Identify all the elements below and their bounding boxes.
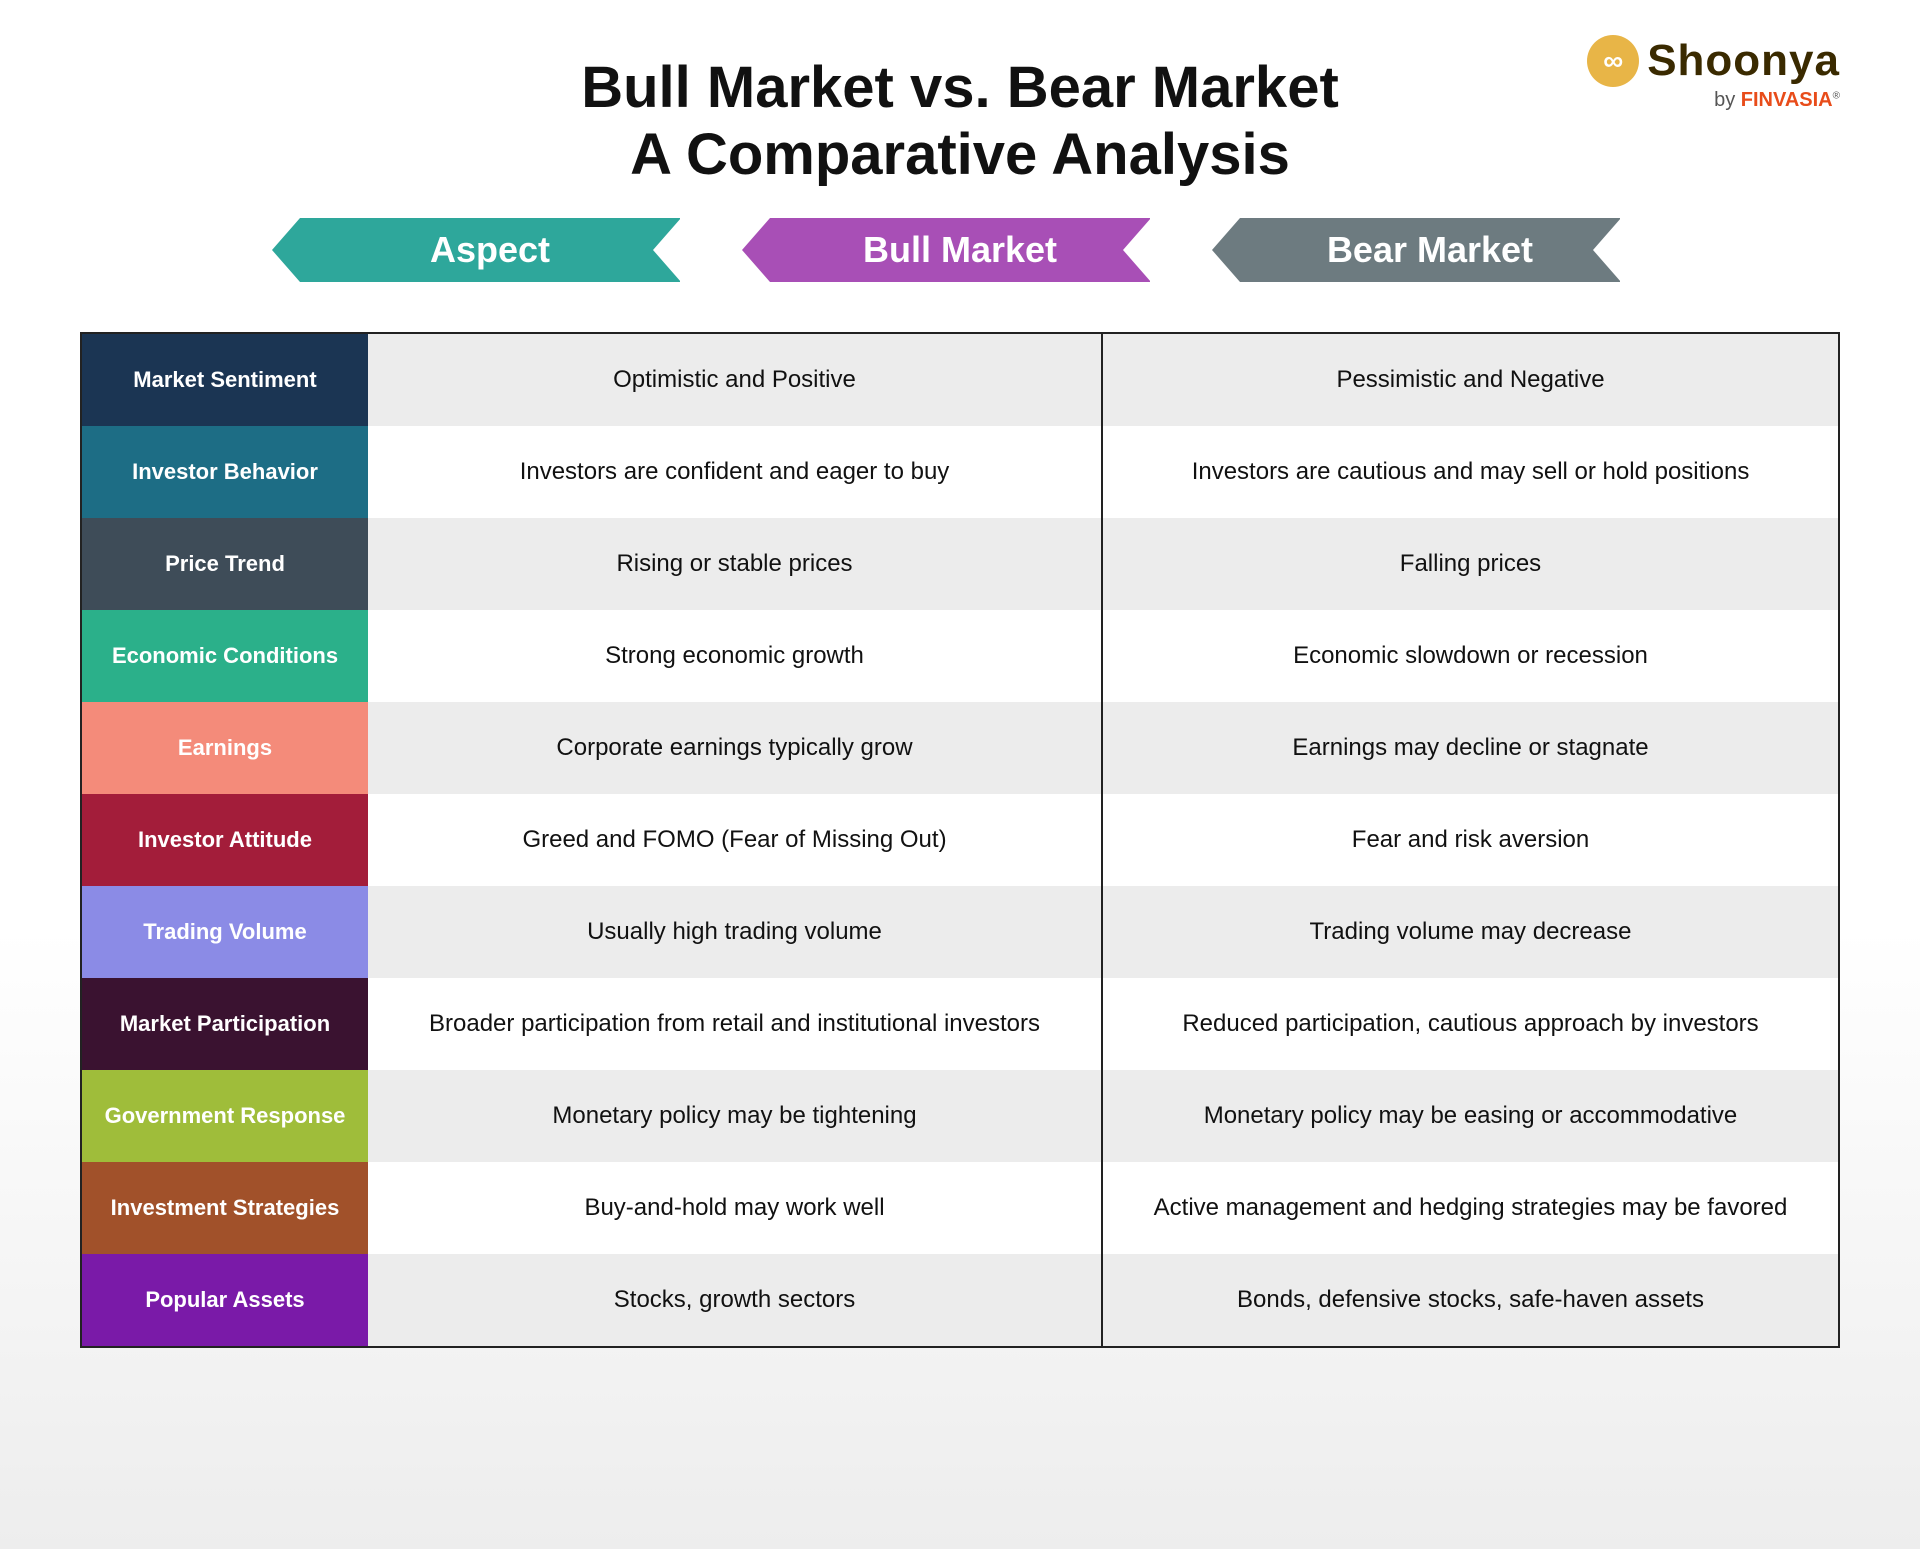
table-row: Economic ConditionsStrong economic growt… xyxy=(82,610,1838,702)
brand-logo: ∞ Shoonya by FINVASIA® xyxy=(1587,35,1840,112)
bear-cell: Trading volume may decrease xyxy=(1103,886,1838,978)
table-row: Government ResponseMonetary policy may b… xyxy=(82,1070,1838,1162)
bear-cell: Reduced participation, cautious approach… xyxy=(1103,978,1838,1070)
comparison-table: Market SentimentOptimistic and PositiveP… xyxy=(80,332,1840,1348)
table-row: Trading VolumeUsually high trading volum… xyxy=(82,886,1838,978)
table-row: Price TrendRising or stable pricesFallin… xyxy=(82,518,1838,610)
brand-name: Shoonya xyxy=(1647,36,1840,86)
bull-cell: Usually high trading volume xyxy=(368,886,1103,978)
aspect-label: Price Trend xyxy=(82,518,368,610)
bull-cell: Stocks, growth sectors xyxy=(368,1254,1103,1346)
bull-cell: Greed and FOMO (Fear of Missing Out) xyxy=(368,794,1103,886)
bear-cell: Investors are cautious and may sell or h… xyxy=(1103,426,1838,518)
bull-cell: Strong economic growth xyxy=(368,610,1103,702)
bull-cell: Rising or stable prices xyxy=(368,518,1103,610)
header-bear: Bear Market xyxy=(1240,218,1620,282)
table-row: Market SentimentOptimistic and PositiveP… xyxy=(82,334,1838,426)
aspect-label: Government Response xyxy=(82,1070,368,1162)
table-row: Investment StrategiesBuy-and-hold may wo… xyxy=(82,1162,1838,1254)
table-row: Popular AssetsStocks, growth sectorsBond… xyxy=(82,1254,1838,1346)
bull-cell: Corporate earnings typically grow xyxy=(368,702,1103,794)
bear-cell: Economic slowdown or recession xyxy=(1103,610,1838,702)
title-line-1: Bull Market vs. Bear Market xyxy=(581,55,1339,120)
table-row: Market ParticipationBroader participatio… xyxy=(82,978,1838,1070)
aspect-label: Market Sentiment xyxy=(82,334,368,426)
bull-cell: Broader participation from retail and in… xyxy=(368,978,1103,1070)
aspect-label: Investor Attitude xyxy=(82,794,368,886)
page-title: Bull Market vs. Bear Market A Comparativ… xyxy=(80,55,1840,188)
header-bear-label: Bear Market xyxy=(1327,229,1533,271)
header-bull: Bull Market xyxy=(770,218,1150,282)
bull-cell: Investors are confident and eager to buy xyxy=(368,426,1103,518)
byline-brand: FINVASIA xyxy=(1741,89,1833,111)
bear-cell: Monetary policy may be easing or accommo… xyxy=(1103,1070,1838,1162)
bear-cell: Bonds, defensive stocks, safe-haven asse… xyxy=(1103,1254,1838,1346)
aspect-label: Market Participation xyxy=(82,978,368,1070)
aspect-label: Investment Strategies xyxy=(82,1162,368,1254)
bear-cell: Active management and hedging strategies… xyxy=(1103,1162,1838,1254)
table-row: Investor AttitudeGreed and FOMO (Fear of… xyxy=(82,794,1838,886)
header-aspect-label: Aspect xyxy=(430,229,550,271)
bull-cell: Buy-and-hold may work well xyxy=(368,1162,1103,1254)
bear-cell: Fear and risk aversion xyxy=(1103,794,1838,886)
aspect-label: Economic Conditions xyxy=(82,610,368,702)
title-line-2: A Comparative Analysis xyxy=(630,122,1290,187)
infinity-icon: ∞ xyxy=(1587,35,1639,87)
byline-prefix: by xyxy=(1714,89,1741,111)
aspect-label: Investor Behavior xyxy=(82,426,368,518)
aspect-label: Trading Volume xyxy=(82,886,368,978)
header-aspect: Aspect xyxy=(300,218,680,282)
bear-cell: Falling prices xyxy=(1103,518,1838,610)
bear-cell: Pessimistic and Negative xyxy=(1103,334,1838,426)
bear-cell: Earnings may decline or stagnate xyxy=(1103,702,1838,794)
column-headers: Aspect Bull Market Bear Market xyxy=(80,218,1840,282)
bull-cell: Monetary policy may be tightening xyxy=(368,1070,1103,1162)
aspect-label: Popular Assets xyxy=(82,1254,368,1346)
brand-byline: by FINVASIA® xyxy=(1587,89,1840,112)
table-row: Investor BehaviorInvestors are confident… xyxy=(82,426,1838,518)
reg-mark: ® xyxy=(1833,90,1840,101)
bull-cell: Optimistic and Positive xyxy=(368,334,1103,426)
table-row: EarningsCorporate earnings typically gro… xyxy=(82,702,1838,794)
header-bull-label: Bull Market xyxy=(863,229,1057,271)
aspect-label: Earnings xyxy=(82,702,368,794)
